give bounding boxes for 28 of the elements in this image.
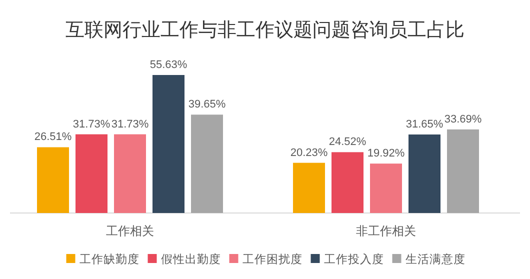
bar xyxy=(293,162,325,213)
data-label: 39.65% xyxy=(188,98,226,111)
bar xyxy=(370,164,402,213)
bar xyxy=(152,75,184,213)
x-tick-label: 工作相关 xyxy=(106,224,154,238)
data-label: 26.51% xyxy=(34,131,72,144)
bar xyxy=(114,134,146,213)
bar xyxy=(332,152,364,213)
data-label: 20.23% xyxy=(290,146,328,159)
legend-label: 工作投入度 xyxy=(324,252,384,266)
legend-label: 生活满意度 xyxy=(405,252,466,266)
bar xyxy=(408,134,440,213)
bar xyxy=(191,114,223,213)
data-label: 19.92% xyxy=(367,148,405,160)
data-label: 31.73% xyxy=(72,118,110,130)
data-label: 24.52% xyxy=(328,136,366,148)
legend-label: 工作困扰度 xyxy=(242,252,302,266)
data-label: 31.65% xyxy=(406,118,444,130)
chart-title: 互联网行业工作与非工作议题问题咨询员工占比 xyxy=(66,19,464,41)
bar xyxy=(76,134,108,213)
bar xyxy=(447,129,479,213)
data-label: 33.69% xyxy=(444,113,482,126)
legend-label: 工作缺勤度 xyxy=(79,252,140,266)
bar xyxy=(37,147,69,213)
x-tick-label: 非工作相关 xyxy=(356,224,416,238)
legend-label: 假性出勤度 xyxy=(160,252,221,266)
data-label: 31.73% xyxy=(111,118,149,130)
data-label: 55.63% xyxy=(150,59,188,71)
